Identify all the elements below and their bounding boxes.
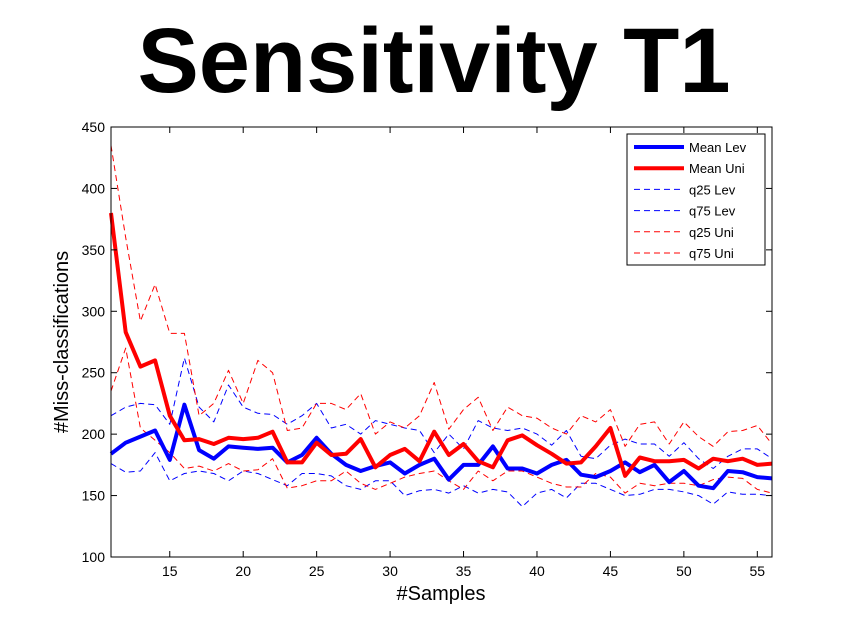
series-line-mean-uni	[109, 212, 773, 478]
x-tick-label: 25	[309, 563, 325, 579]
y-tick-label: 450	[82, 119, 106, 135]
legend-label-q75-uni: q75 Uni	[689, 246, 734, 261]
y-tick-label: 350	[82, 242, 106, 258]
y-tick-label: 100	[82, 549, 106, 565]
x-tick-label: 30	[382, 563, 398, 579]
legend-label-mean-uni: Mean Uni	[689, 161, 745, 176]
plot-area-frame	[110, 126, 773, 558]
chart-title: Sensitivity T1	[137, 10, 730, 112]
series-line-q25-lev	[110, 452, 773, 508]
x-tick-label: 45	[603, 563, 619, 579]
legend-label-q75-lev: q75 Lev	[689, 204, 736, 219]
x-tick-label: 40	[529, 563, 545, 579]
x-axis-ticks: 15 20 25 30 35 40 45 50 55	[162, 127, 765, 579]
legend-box	[626, 133, 766, 266]
legend-label-q25-lev: q25 Lev	[689, 182, 736, 197]
x-tick-label: 50	[676, 563, 692, 579]
y-tick-label: 300	[82, 303, 106, 319]
series-line-q75-uni	[110, 145, 773, 447]
x-tick-label: 20	[235, 563, 251, 579]
legend-label-mean-lev: Mean Lev	[689, 140, 747, 155]
y-tick-label: 200	[82, 426, 106, 442]
x-tick-label: 35	[456, 563, 472, 579]
series-line-q25-uni	[110, 347, 773, 494]
y-tick-label: 150	[82, 488, 106, 504]
y-tick-label: 250	[82, 365, 106, 381]
x-axis-label: #Samples	[397, 583, 486, 605]
legend-label-q25-uni: q25 Uni	[689, 225, 734, 240]
series-line-mean-lev	[109, 402, 773, 491]
legend: Mean Lev Mean Uni q25 Lev q75 Lev q25 Uni q75…	[626, 133, 766, 266]
x-tick-label: 55	[750, 563, 766, 579]
y-axis-ticks: 100 150 200 250 300 350 400 450	[82, 119, 772, 565]
series-line-q75-lev	[110, 357, 773, 469]
x-tick-label: 15	[162, 563, 178, 579]
y-tick-label: 400	[82, 180, 106, 196]
y-axis-label: #Miss-classifications	[51, 251, 73, 433]
plot-lines	[109, 145, 773, 508]
